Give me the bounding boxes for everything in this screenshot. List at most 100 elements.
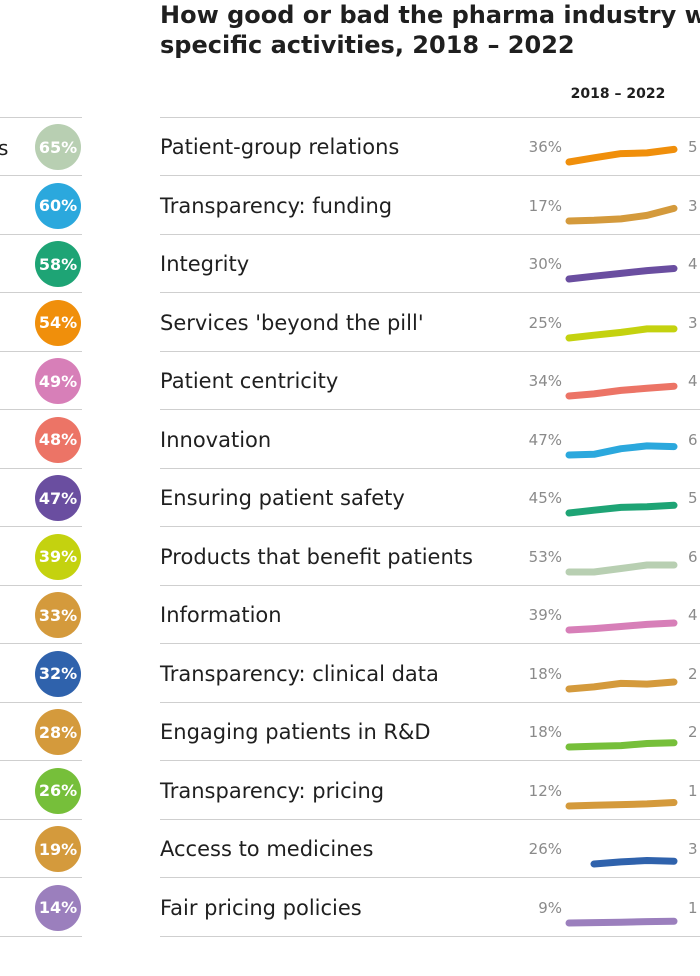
trend-line <box>565 619 678 634</box>
row-divider-left <box>0 292 82 293</box>
activity-label: Ensuring patient safety <box>160 486 405 510</box>
trend-line <box>565 798 678 809</box>
trend-line <box>565 382 678 400</box>
activity-label: Engaging patients in R&D <box>160 720 431 744</box>
trend-sparkline <box>565 739 678 751</box>
row-divider-right <box>160 701 700 703</box>
row-divider-right <box>160 467 700 469</box>
trend-line <box>565 324 678 341</box>
activity-label: Access to medicines <box>160 837 374 861</box>
trend-sparkline <box>565 678 678 692</box>
table-row: 39% Products that benefit patients 53% 6 <box>0 528 700 586</box>
row-divider-left <box>0 409 82 410</box>
start-value-label: 18% <box>528 723 562 741</box>
table-row: 28% Engaging patients in R&D 18% 2 <box>0 703 700 761</box>
row-divider-left <box>0 467 82 469</box>
trend-line <box>565 739 678 751</box>
trend-line <box>565 561 678 575</box>
percent-badge: 60% <box>35 182 81 229</box>
percent-badge: 58% <box>35 241 81 287</box>
end-value-label: 3 <box>688 840 698 858</box>
row-divider-right <box>160 877 700 878</box>
start-value-label: 9% <box>538 898 562 917</box>
trend-sparkline <box>590 857 678 868</box>
percent-badge: 26% <box>35 767 81 814</box>
row-divider-left <box>0 818 82 820</box>
activity-label: Services 'beyond the pill' <box>160 310 424 335</box>
row-divider-right <box>160 818 700 820</box>
trend-sparkline <box>565 561 678 575</box>
end-value-label: 4 <box>688 255 698 273</box>
trend-line <box>565 678 678 692</box>
trend-line <box>565 204 678 224</box>
trend-sparkline <box>565 441 678 458</box>
table-row: 58% Integrity 30% 4 <box>0 235 700 293</box>
trend-sparkline <box>565 501 678 517</box>
activity-label: Transparency: funding <box>160 193 393 218</box>
end-value-label: 3 <box>688 313 698 332</box>
chart-title-line-1: How good or bad the pharma industry wa <box>160 1 700 29</box>
row-divider-right <box>160 409 700 410</box>
start-value-label: 53% <box>528 547 562 566</box>
end-value-label: 2 <box>688 664 698 683</box>
start-value-label: 18% <box>528 664 562 683</box>
end-value-label: 3 <box>688 196 698 215</box>
percent-badge: 65% <box>35 124 81 170</box>
start-value-label: 39% <box>528 606 562 624</box>
start-value-label: 17% <box>528 196 562 215</box>
row-divider-left <box>0 584 82 586</box>
row-divider-left <box>0 760 82 761</box>
period-column-header: 2018 – 2022 <box>570 86 666 102</box>
chart-title-line-2: specific activities, 2018 – 2022 <box>160 31 575 59</box>
percent-badge: 14% <box>35 884 81 931</box>
percent-badge: 33% <box>35 592 81 638</box>
table-row: 60% Transparency: funding 17% 3 <box>0 177 700 235</box>
percent-badge: 54% <box>35 299 81 346</box>
left-row-label: s <box>0 136 9 160</box>
activity-label: Information <box>160 603 282 627</box>
percent-badge: 47% <box>35 475 81 521</box>
end-value-label: 2 <box>688 723 698 741</box>
trend-sparkline <box>565 382 678 400</box>
end-value-label: 1 <box>688 898 698 917</box>
trend-line <box>565 145 678 166</box>
end-value-label: 5 <box>688 138 698 156</box>
activity-label: Patient-group relations <box>160 135 400 159</box>
trend-line <box>565 441 678 458</box>
row-divider-left <box>0 350 82 352</box>
row-divider-left <box>0 526 82 527</box>
row-divider-right <box>160 175 700 176</box>
row-divider-right <box>160 292 700 293</box>
trend-sparkline <box>565 204 678 224</box>
trend-line <box>565 501 678 517</box>
top-divider-right <box>160 117 700 118</box>
table-row: s 65% Patient-group relations 36% 5 <box>0 118 700 176</box>
table-row: 33% Information 39% 4 <box>0 586 700 644</box>
start-value-label: 25% <box>528 313 562 332</box>
trend-line <box>565 917 678 926</box>
activity-label: Fair pricing policies <box>160 895 362 920</box>
trend-sparkline <box>565 798 678 809</box>
trend-line <box>590 857 678 868</box>
activity-label: Patient centricity <box>160 369 339 393</box>
trend-sparkline <box>565 917 678 926</box>
row-divider-right <box>160 935 700 937</box>
trend-sparkline <box>565 265 678 283</box>
row-divider-left <box>0 175 82 176</box>
start-value-label: 26% <box>528 840 562 858</box>
trend-sparkline <box>565 324 678 341</box>
row-divider-right <box>160 350 700 352</box>
start-value-label: 30% <box>528 255 562 273</box>
start-value-label: 12% <box>528 781 562 800</box>
start-value-label: 34% <box>528 372 562 390</box>
trend-line <box>565 265 678 283</box>
start-value-label: 47% <box>528 430 562 449</box>
row-divider-left <box>0 701 82 703</box>
end-value-label: 6 <box>688 430 698 449</box>
table-row: 14% Fair pricing policies 9% 1 <box>0 879 700 937</box>
row-divider-right <box>160 526 700 527</box>
end-value-label: 6 <box>688 547 698 566</box>
activity-label: Integrity <box>160 252 250 276</box>
table-row: 47% Ensuring patient safety 45% 5 <box>0 469 700 527</box>
trend-sparkline <box>565 619 678 634</box>
